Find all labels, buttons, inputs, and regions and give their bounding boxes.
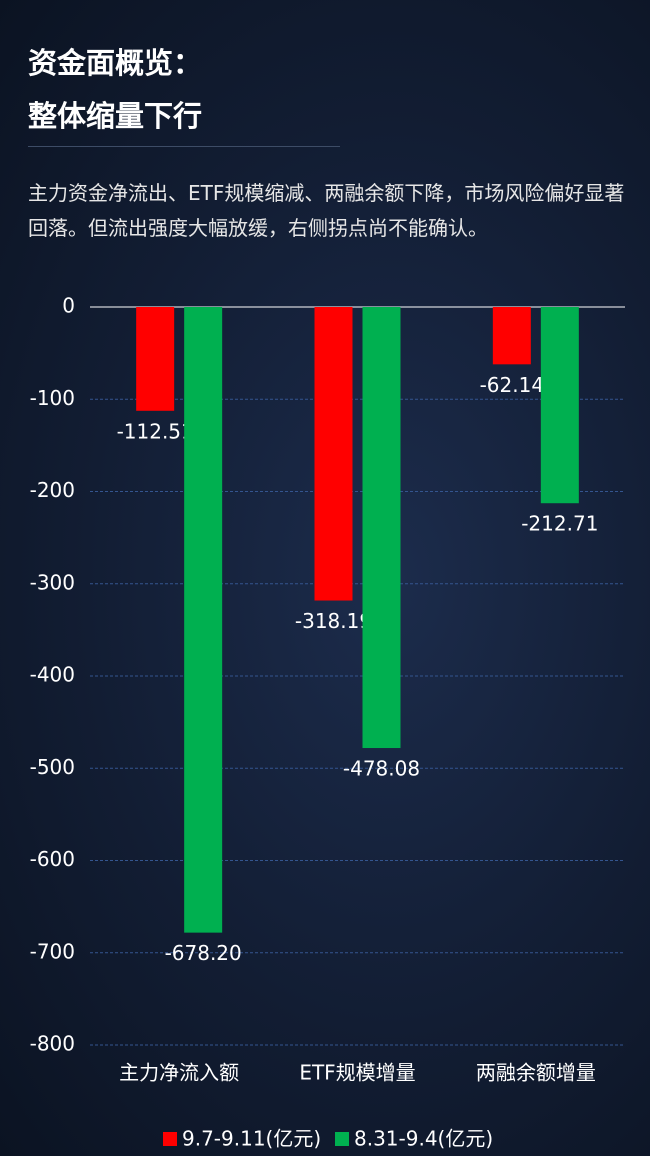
value-label: -478.08 <box>343 757 420 781</box>
y-tick-label: -800 <box>30 1032 75 1056</box>
y-tick-label: -400 <box>30 663 75 687</box>
value-label: -318.19 <box>295 609 372 633</box>
y-tick-label: -300 <box>30 570 75 594</box>
legend-label: 8.31-9.4(亿元) <box>354 1127 493 1151</box>
title-line: 整体缩量下行 <box>28 99 203 133</box>
value-label: -212.71 <box>521 512 598 536</box>
y-tick-label: -200 <box>30 478 75 502</box>
title-line: 资金面概览： <box>28 46 203 80</box>
y-tick-label: -100 <box>30 386 75 410</box>
bar <box>362 307 401 749</box>
y-tick-label: -500 <box>30 755 75 779</box>
value-label: -62.14 <box>480 373 544 397</box>
value-label: -112.51 <box>117 419 194 443</box>
description: 主力资金净流出、ETF规模缩减、两融余额下降，市场风险偏好显著回落。但流出强度大… <box>28 181 625 240</box>
legend-swatch <box>163 1132 177 1146</box>
bar <box>492 307 531 365</box>
x-tick-label: 两融余额增量 <box>476 1061 596 1085</box>
legend-swatch <box>335 1132 349 1146</box>
divider <box>28 146 340 147</box>
bar <box>314 307 353 601</box>
legend-label: 9.7-9.11(亿元) <box>182 1127 321 1151</box>
bar <box>540 307 579 504</box>
y-tick-label: -600 <box>30 847 75 871</box>
y-tick-label: 0 <box>62 294 75 318</box>
x-tick-label: 主力净流入额 <box>119 1061 239 1085</box>
bar <box>136 307 175 411</box>
y-tick-label: -700 <box>30 939 75 963</box>
bar <box>184 307 223 933</box>
value-label: -678.20 <box>165 941 242 965</box>
x-tick-label: ETF规模增量 <box>299 1061 415 1085</box>
